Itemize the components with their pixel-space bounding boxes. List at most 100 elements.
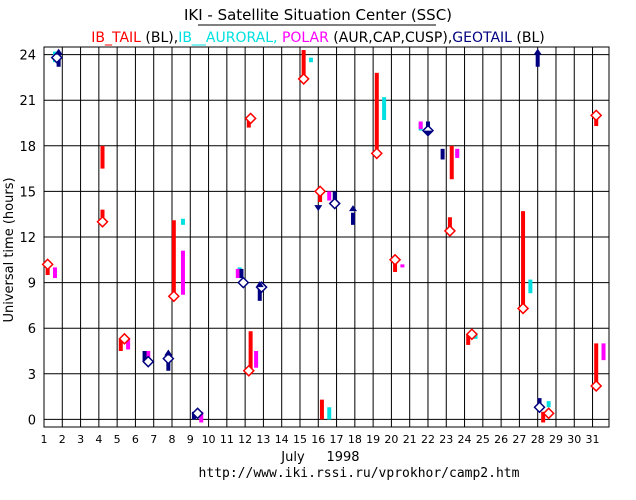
legend-entry: (BL) (512, 30, 545, 46)
x-tick-label: 18 (348, 433, 362, 446)
data-marker-arrow (349, 205, 358, 212)
data-segment (594, 343, 599, 386)
data-segment (521, 211, 526, 309)
x-tick-label: 17 (330, 433, 344, 446)
y-tick-label: 12 (19, 231, 36, 246)
data-segment (327, 407, 332, 420)
x-tick-label: 2 (59, 433, 66, 446)
data-segment (528, 279, 533, 294)
data-marker-arrow (164, 349, 173, 356)
x-tick-label: 19 (366, 433, 380, 446)
y-tick-label: 6 (28, 322, 36, 337)
source-url: http://www.iki.rssi.ru/vprokhor/camp2.ht… (199, 466, 520, 481)
data-segment (455, 148, 460, 158)
data-segment (308, 57, 313, 63)
y-tick-label: 21 (19, 94, 36, 109)
x-tick-label: 28 (531, 433, 545, 446)
data-segment (52, 267, 57, 279)
x-tick-label: 27 (512, 433, 526, 446)
data-marker-diamond (542, 407, 555, 420)
data-marker-diamond (533, 401, 546, 414)
data-segment (199, 411, 204, 423)
data-segment (45, 265, 50, 275)
data-segment (142, 351, 147, 362)
data-marker-diamond (297, 72, 310, 85)
legend-entry: POLAR (278, 30, 330, 46)
x-tick-label: 20 (384, 433, 398, 446)
x-tick-label: 21 (403, 433, 417, 446)
y-tick-label: 3 (28, 368, 36, 383)
chart-title: IKI - Satellite Situation Center (SSC) (184, 6, 452, 24)
x-tick-label: 31 (586, 433, 600, 446)
x-tick-label: 26 (494, 433, 508, 446)
data-marker-diamond (244, 112, 257, 125)
data-segment (374, 72, 379, 149)
data-marker-arrow (423, 130, 432, 137)
x-tick-label: 11 (220, 433, 234, 446)
data-marker-arrow (54, 48, 63, 55)
data-segment (246, 118, 251, 128)
x-tick-label: 8 (168, 433, 175, 446)
data-segment (351, 212, 356, 225)
data-marker-diamond (314, 185, 327, 198)
data-marker-diamond (443, 224, 456, 237)
x-tick-label: 30 (567, 433, 581, 446)
data-marker-diamond (96, 215, 109, 228)
data-segment (239, 268, 244, 279)
data-segment (440, 148, 445, 160)
data-segment (382, 97, 387, 120)
data-segment (466, 334, 471, 345)
data-marker-diamond (328, 197, 341, 210)
y-tick-label: 24 (19, 49, 36, 64)
data-marker-diamond (370, 147, 383, 160)
x-tick-label: 29 (549, 433, 563, 446)
x-axis-month-label: July (280, 450, 305, 465)
data-segment (541, 411, 546, 423)
data-segment (180, 250, 185, 295)
x-axis-year-label: 1998 (326, 450, 359, 465)
data-segment (100, 209, 105, 218)
data-segment (171, 220, 176, 295)
data-segment (254, 351, 259, 368)
x-tick-label: 14 (275, 433, 289, 446)
data-marker-diamond (590, 109, 603, 122)
grid (43, 47, 609, 427)
legend-entry: (AUR,CAP,CUSP), (329, 30, 452, 46)
data-segment (418, 121, 423, 130)
x-tick-label: 3 (77, 433, 84, 446)
y-axis-ticks: 0 3 6 9 12 15 18 21 24 (19, 49, 36, 429)
x-tick-label: 23 (439, 433, 453, 446)
data-marker-diamond (465, 328, 478, 341)
x-tick-label: 15 (293, 433, 307, 446)
data-segment (235, 268, 240, 279)
y-axis-label: Universal time (hours) (2, 177, 17, 322)
data-segment (301, 50, 306, 78)
data-marker-arrow (255, 281, 264, 288)
x-tick-label: 10 (202, 433, 216, 446)
data-segment (332, 191, 337, 204)
data-segment (100, 145, 105, 169)
legend-entry: IB__AURORAL, (178, 30, 277, 46)
legend-entry: (BL), (141, 30, 178, 46)
x-tick-label: 13 (256, 433, 270, 446)
x-tick-label: 22 (421, 433, 435, 446)
data-segment (535, 53, 540, 67)
legend-entry: IB_TAIL (91, 30, 141, 46)
x-tick-label: 24 (458, 433, 472, 446)
data-segment (546, 401, 551, 408)
data-marker-diamond (118, 332, 131, 345)
data-marker-diamond (167, 290, 180, 303)
data-marker-arrow (314, 205, 323, 212)
data-segment (393, 259, 398, 272)
x-axis-ticks: 1 2 3 4 5 6 7 8 9 10 11 12 13 14 15 16 17 18 19 20 21 22 23 24 2… (41, 433, 600, 446)
legend: IB_TAIL (BL),IB__AURORAL, POLAR (AUR,CAP… (91, 30, 545, 46)
y-tick-label: 0 (28, 413, 36, 428)
data-segment (601, 343, 606, 361)
data-marker-diamond (162, 352, 175, 365)
x-tick-label: 9 (187, 433, 194, 446)
y-tick-label: 18 (19, 140, 36, 155)
data-segment (449, 145, 454, 180)
y-tick-label: 15 (19, 185, 36, 200)
data-segment (118, 338, 123, 351)
x-tick-label: 5 (114, 433, 121, 446)
